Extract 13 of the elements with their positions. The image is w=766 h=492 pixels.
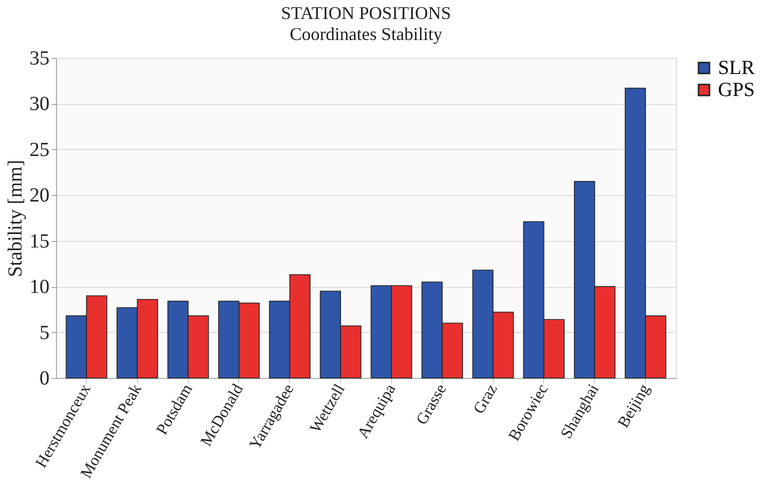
y-tick-label: 30	[30, 93, 50, 116]
y-tick-label: 10	[30, 276, 50, 298]
chart-title: STATION POSITIONS	[280, 3, 452, 23]
y-tick-label: 20	[30, 184, 50, 207]
y-axis-title: Stability [mm]	[4, 160, 26, 278]
chart-subtitle: Coordinates Stability	[290, 24, 442, 44]
y-tick-label: 5	[40, 322, 50, 344]
y-tick-label: 15	[30, 230, 50, 252]
y-tick-label: 0	[40, 368, 50, 390]
y-tick-label: 25	[30, 138, 50, 161]
legend-label: SLR	[718, 57, 756, 79]
y-tick-label: 35	[30, 48, 50, 70]
legend-label: GPS	[718, 79, 755, 101]
